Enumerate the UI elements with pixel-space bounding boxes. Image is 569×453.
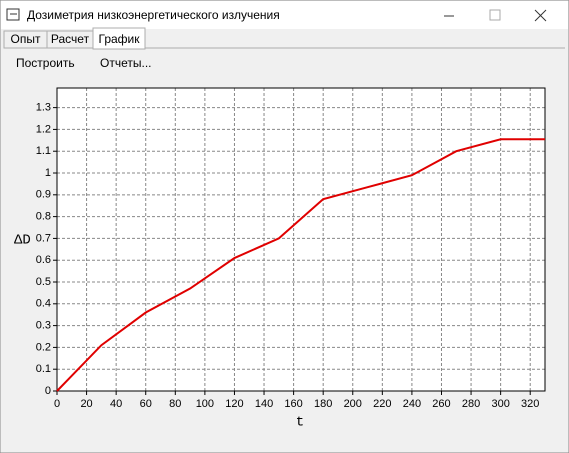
x-axis-label: t xyxy=(296,415,304,431)
y-tick-label: 0.3 xyxy=(36,320,51,332)
x-tick-label: 0 xyxy=(54,398,60,410)
tab[interactable] xyxy=(92,27,146,50)
x-tick-label: 220 xyxy=(373,398,391,410)
y-tick-label: 0 xyxy=(45,385,51,397)
y-tick-label: 1.2 xyxy=(36,123,51,135)
y-tick-label: 1.3 xyxy=(36,102,51,114)
y-tick-label: 0.7 xyxy=(36,232,51,244)
x-tick-label: 320 xyxy=(521,398,539,410)
y-tick-label: 1.1 xyxy=(36,145,51,157)
y-tick-label: 0.5 xyxy=(36,276,51,288)
y-tick-label: 0.9 xyxy=(36,189,51,201)
x-tick-label: 60 xyxy=(140,398,152,410)
title-bar xyxy=(1,1,568,29)
y-tick-label: 0.1 xyxy=(36,363,51,375)
y-tick-label: 1 xyxy=(45,167,51,179)
x-tick-label: 20 xyxy=(80,398,92,410)
x-tick-label: 140 xyxy=(255,398,273,410)
x-tick-label: 160 xyxy=(284,398,302,410)
toolbar-button[interactable]: Отчеты... xyxy=(100,56,151,70)
x-tick-label: 80 xyxy=(169,398,181,410)
x-tick-label: 280 xyxy=(462,398,480,410)
toolbar-button[interactable]: Построить xyxy=(16,56,75,70)
y-tick-label: 0.4 xyxy=(36,298,51,310)
tab-label[interactable]: График xyxy=(99,32,141,46)
plot-area xyxy=(57,88,545,391)
window-title: Дозиметрия низкоэнергетического излучени… xyxy=(27,8,280,22)
x-tick-label: 40 xyxy=(110,398,122,410)
close-button[interactable] xyxy=(534,9,547,22)
y-tick-label: 0.6 xyxy=(36,254,51,266)
maximize-button[interactable] xyxy=(489,9,501,21)
x-tick-label: 240 xyxy=(403,398,421,410)
data-line xyxy=(56,138,545,392)
tab-label[interactable]: Расчет xyxy=(51,32,90,46)
y-tick-label: 0.2 xyxy=(36,341,51,353)
x-tick-label: 300 xyxy=(491,398,509,410)
x-tick-label: 180 xyxy=(314,398,332,410)
x-tick-label: 120 xyxy=(225,398,243,410)
app-icon xyxy=(6,8,20,21)
plot-border xyxy=(56,87,546,392)
y-tick-label: 0.8 xyxy=(36,211,51,223)
y-axis-label: ΔD xyxy=(14,233,31,249)
x-tick-label: 100 xyxy=(196,398,214,410)
x-tick-label: 260 xyxy=(432,398,450,410)
x-tick-label: 200 xyxy=(344,398,362,410)
tab-label[interactable]: Опыт xyxy=(11,32,41,46)
